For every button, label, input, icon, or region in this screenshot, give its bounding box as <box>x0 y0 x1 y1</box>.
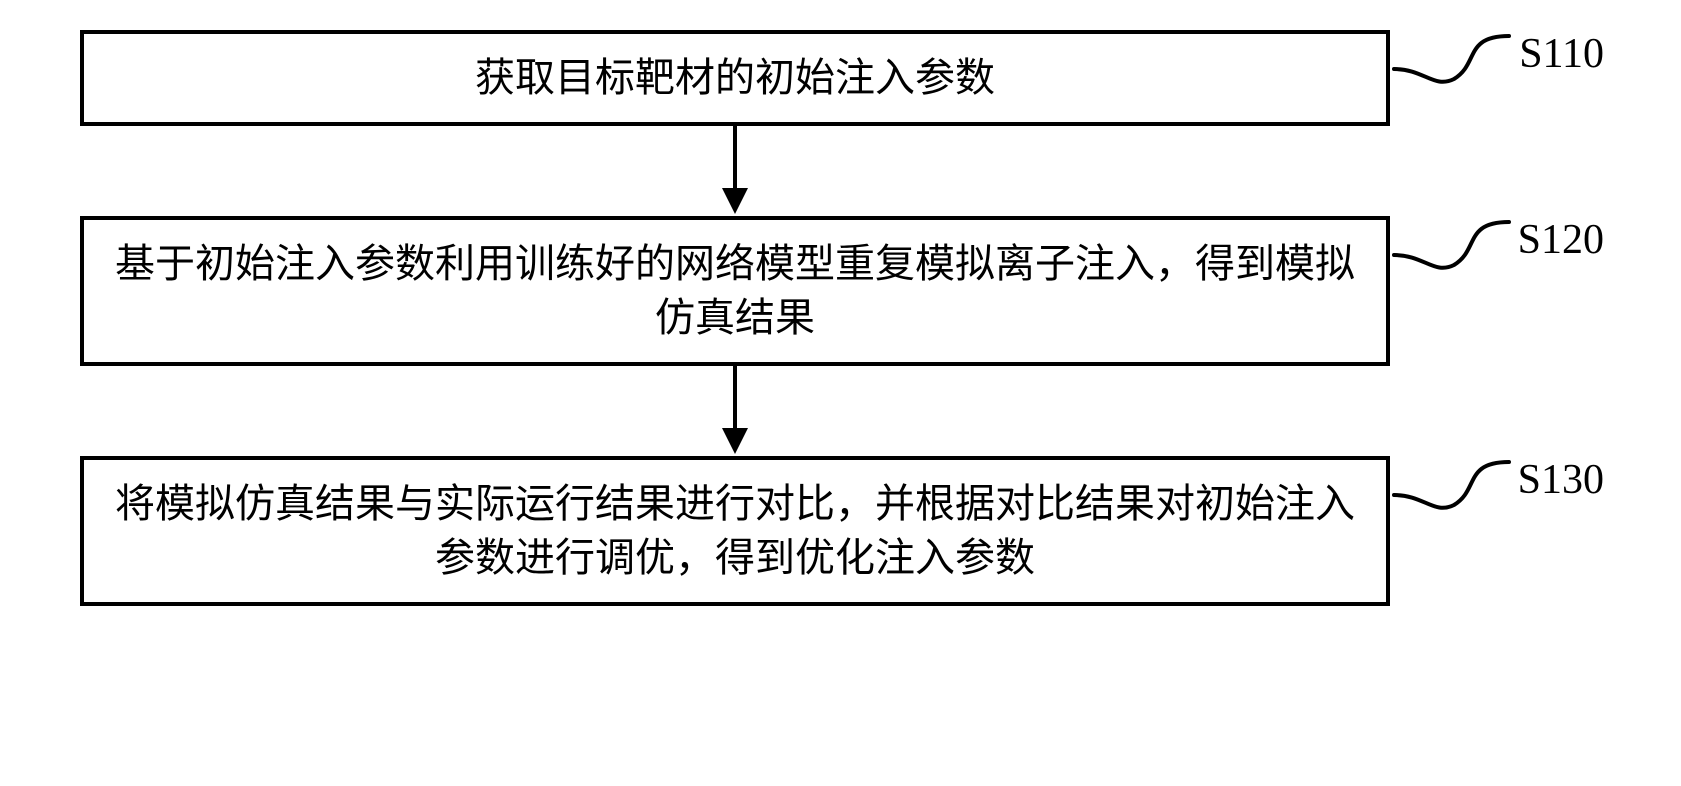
step-label-connector-s120: S120 <box>1394 220 1604 362</box>
step-text: 基于初始注入参数利用训练好的网络模型重复模拟离子注入，得到模拟仿真结果 <box>114 237 1356 345</box>
step-text: 将模拟仿真结果与实际运行结果进行对比，并根据对比结果对初始注入参数进行调优，得到… <box>114 477 1356 585</box>
step-label: S110 <box>1519 26 1604 83</box>
flowchart-step-s110: 获取目标靶材的初始注入参数 S110 <box>80 30 1390 126</box>
step-label: S120 <box>1518 212 1604 269</box>
step-text: 获取目标靶材的初始注入参数 <box>475 51 995 105</box>
flowchart-container: 获取目标靶材的初始注入参数 S110 基于初始注入参数利用训练好的网络模型重复模… <box>80 30 1600 606</box>
step-label-connector-s130: S130 <box>1394 460 1604 602</box>
arrow-s110-to-s120 <box>80 126 1390 216</box>
down-arrow-icon <box>715 126 755 216</box>
down-arrow-icon <box>715 366 755 456</box>
step-label: S130 <box>1518 452 1604 509</box>
flowchart-step-s120: 基于初始注入参数利用训练好的网络模型重复模拟离子注入，得到模拟仿真结果 S120 <box>80 216 1390 366</box>
step-label-connector-s110: S110 <box>1394 34 1604 122</box>
flowchart-step-s130: 将模拟仿真结果与实际运行结果进行对比，并根据对比结果对初始注入参数进行调优，得到… <box>80 456 1390 606</box>
arrow-s120-to-s130 <box>80 366 1390 456</box>
